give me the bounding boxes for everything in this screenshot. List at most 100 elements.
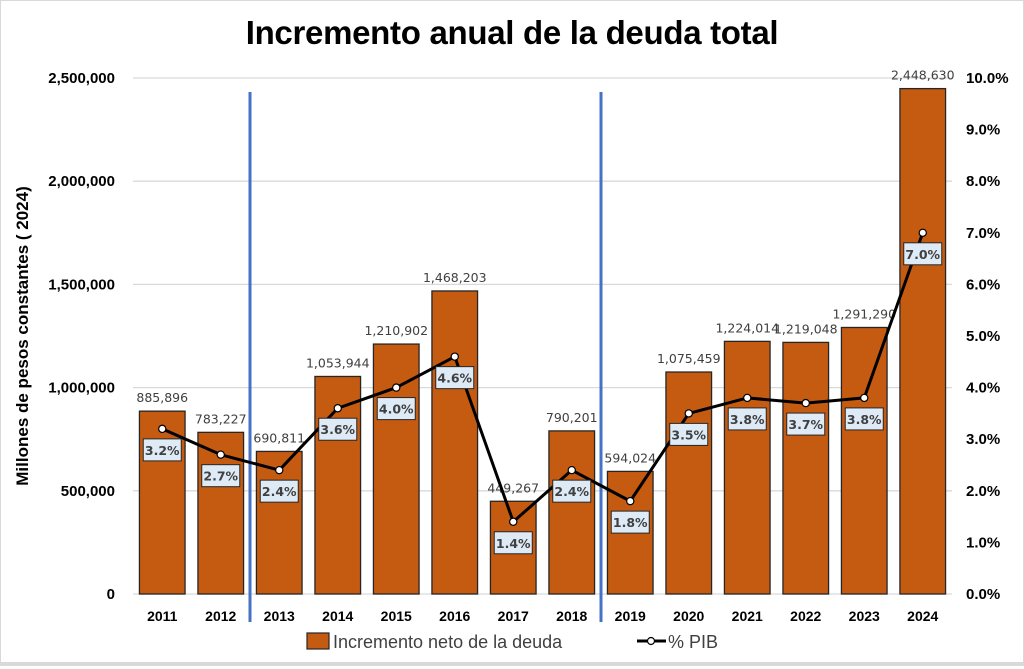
right-axis-ticks: 0.0% 1.0% 2.0% 3.0% 4.0% 5.0% 6.0% 7.0% 8.0% 9.0%… [966, 70, 1009, 603]
pib-label-box [201, 464, 241, 488]
x-tick-label: 2020 [673, 608, 704, 624]
legend-line-marker [646, 636, 656, 646]
pib-point [509, 517, 518, 526]
pib-point [743, 393, 752, 403]
bar [840, 326, 888, 595]
bar [372, 343, 420, 595]
pib-point [158, 424, 167, 434]
bar-value-label: 1,291,290 [832, 306, 896, 321]
bar [899, 87, 947, 595]
pib-value-label: 1.8% [613, 515, 648, 530]
x-tick-label: 2016 [439, 608, 470, 624]
y2-tick-label: 5.0% [966, 328, 1000, 345]
chart-title: Incremento anual de la deuda total [245, 14, 779, 51]
pib-value-label: 1.4% [496, 536, 531, 551]
bar-value-label: 1,053,944 [306, 355, 370, 370]
pib-value-label: 2.4% [554, 484, 589, 499]
x-tick-label: 2019 [615, 608, 646, 624]
x-tick-label: 2024 [907, 608, 938, 624]
pib-value-label: 2.4% [262, 484, 297, 499]
pib-label-box [259, 479, 299, 503]
bar [314, 375, 362, 595]
x-tick-label: 2011 [147, 608, 178, 624]
bar-value-label: 690,811 [253, 430, 305, 445]
line-series: 3.2% 2.7% 2.4% 3.6% 4.0% 4.6% 1.4% 2.4% 1.8% 3.5%… [142, 228, 943, 555]
x-tick-label: 2023 [849, 608, 880, 624]
pib-value-label: 3.5% [671, 427, 706, 442]
legend-bar-swatch [306, 632, 330, 650]
y-tick-label: 0 [107, 586, 115, 603]
y-tick-label: 500,000 [61, 483, 115, 500]
pib-label-box [142, 438, 182, 462]
y2-tick-label: 1.0% [966, 534, 1000, 551]
bar [782, 341, 830, 595]
pib-label-box [786, 412, 826, 436]
y-tick-label: 2,000,000 [48, 173, 115, 190]
left-axis-ticks: 0 500,000 1,000,000 1,500,000 2,000,000 2,500… [48, 70, 115, 603]
pib-value-label: 7.0% [905, 247, 940, 262]
y2-tick-label: 8.0% [966, 173, 1000, 190]
bar-value-label: 1,210,902 [364, 323, 428, 338]
bar-value-label: 885,896 [136, 390, 188, 405]
y-axis-label: Millones de pesos constantes ( 2024) [13, 186, 32, 485]
pib-point [626, 496, 635, 506]
pib-value-label: 3.6% [320, 422, 355, 437]
pib-point [918, 228, 927, 237]
x-tick-label: 2018 [556, 608, 587, 624]
bar-value-label: 1,219,048 [774, 321, 838, 336]
bar [255, 450, 303, 595]
bar-series [138, 87, 947, 595]
pib-value-label: 2.7% [203, 469, 238, 484]
pib-value-label: 3.7% [788, 417, 823, 432]
x-tick-label: 2013 [264, 608, 295, 624]
legend-bar-label: Incremento neto de la deuda [333, 632, 563, 652]
pib-value-label: 4.0% [379, 402, 414, 417]
x-tick-label: 2022 [790, 608, 821, 624]
x-axis-ticks: 2011 2012 2013 2014 2015 2016 2017 2018 2019 2020… [147, 608, 938, 624]
y2-tick-label: 4.0% [966, 380, 1000, 397]
vertical-markers [248, 92, 603, 622]
bar-value-label: 1,075,459 [657, 351, 721, 366]
pib-point [567, 465, 576, 475]
x-tick-label: 2014 [322, 608, 353, 624]
bar [431, 290, 479, 595]
bar-value-label: 783,227 [195, 411, 247, 426]
pib-line [161, 232, 925, 524]
bar-value-label: 594,024 [604, 450, 656, 465]
pib-point [450, 352, 459, 361]
pib-label-box [844, 407, 884, 431]
pib-value-label: 3.8% [847, 412, 882, 427]
y2-tick-label: 9.0% [966, 122, 1000, 139]
bar-value-label: 790,201 [546, 410, 598, 425]
x-tick-label: 2012 [205, 608, 236, 624]
pib-value-label: 3.8% [730, 412, 765, 427]
pib-label-box [903, 242, 943, 266]
pib-label-box [669, 422, 709, 446]
pib-label-box [610, 510, 650, 534]
y2-tick-label: 0.0% [966, 586, 1000, 603]
bar-data-labels: 885,896 783,227 690,811 1,053,944 1,210,902 1… [136, 68, 954, 496]
pib-point [392, 383, 401, 392]
y-tick-label: 2,500,000 [48, 70, 115, 87]
x-tick-label: 2015 [381, 608, 412, 624]
pib-point [333, 404, 342, 413]
y2-tick-label: 2.0% [966, 483, 1000, 500]
y-tick-label: 1,500,000 [48, 276, 115, 293]
pib-point [684, 409, 693, 418]
y2-tick-label: 6.0% [966, 276, 1000, 293]
bar-value-label: 1,224,014 [715, 320, 779, 335]
bar [665, 371, 713, 595]
y2-tick-label: 3.0% [966, 431, 1000, 448]
pib-label-box [493, 531, 533, 555]
pib-point [801, 398, 810, 408]
legend: Incremento neto de la deuda % PIB [306, 632, 718, 652]
pib-label-box [376, 397, 416, 421]
bar [548, 430, 596, 595]
pib-value-label: 4.6% [437, 371, 472, 386]
bar-value-label: 449,267 [487, 480, 539, 495]
bar-value-label: 1,468,203 [423, 270, 487, 285]
y-tick-label: 1,000,000 [48, 380, 115, 397]
bar-value-label: 2,448,630 [891, 68, 955, 83]
pib-point [216, 450, 225, 459]
